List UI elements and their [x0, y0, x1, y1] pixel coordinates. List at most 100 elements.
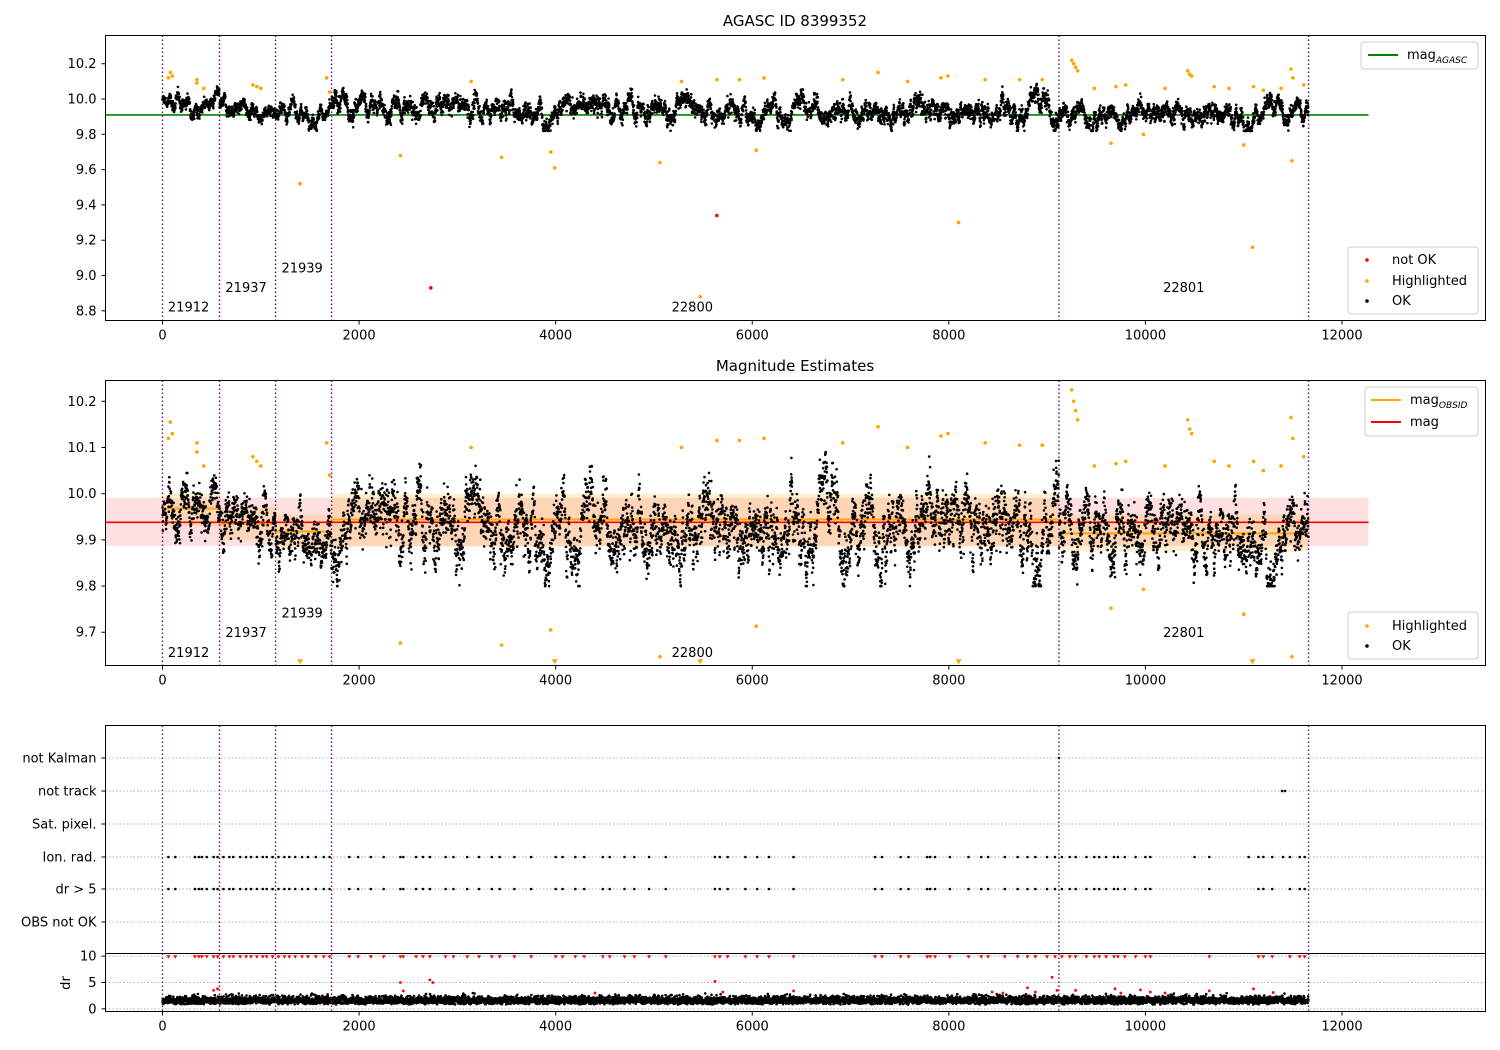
- p1-ok-point: [327, 110, 330, 114]
- p1-ok-point: [886, 122, 890, 126]
- p1-ok-point: [834, 116, 837, 120]
- p1-ok-point: [298, 116, 301, 119]
- p1-ok-point: [467, 108, 471, 112]
- p1-ok-point: [338, 110, 342, 113]
- p1-ok-point: [718, 110, 721, 113]
- p1-ok-point: [489, 121, 492, 125]
- p1-ok-point: [875, 102, 878, 105]
- p1-ok-point: [456, 93, 460, 97]
- p1-ok-point: [504, 113, 508, 117]
- p1-ok-point: [351, 126, 355, 129]
- p1-ok-point: [556, 122, 560, 125]
- p1-ok-point: [395, 107, 399, 110]
- p1-ok-point: [306, 113, 310, 116]
- p1-ok-point: [180, 108, 184, 112]
- p1-ok-point: [498, 104, 501, 108]
- p1-ok-point: [178, 95, 181, 99]
- p1-ok-point: [1031, 99, 1035, 103]
- p1-ok-point: [1002, 101, 1005, 104]
- p1-ok-point: [949, 108, 953, 111]
- p1-ok-point: [833, 103, 836, 106]
- p1-ok-point: [632, 104, 636, 107]
- p1-ok-point: [441, 111, 445, 114]
- p1-ok-point: [372, 111, 376, 115]
- p1-ok-point: [807, 100, 811, 104]
- p1-ok-point: [253, 115, 256, 118]
- p1-ok-point: [1033, 95, 1036, 99]
- p1-ok-point: [959, 104, 963, 107]
- p1-ok-point: [651, 99, 654, 103]
- p1-ok-point: [565, 109, 568, 113]
- p1-ok-point: [255, 110, 259, 113]
- p1-ok-point: [188, 101, 192, 105]
- p1-ok-point: [773, 91, 777, 94]
- p1-ok-point: [657, 95, 660, 98]
- p1-ok-point: [693, 116, 697, 119]
- p1-ok-point: [855, 112, 859, 115]
- p1-ok-point: [307, 117, 310, 121]
- p1-ok-point: [600, 115, 604, 119]
- p1-ok-point: [662, 113, 665, 117]
- p1-ok-point: [575, 111, 579, 115]
- p1-ok-point: [292, 98, 295, 101]
- p1-ok-point: [898, 101, 901, 105]
- p1-ok-point: [898, 98, 902, 101]
- p1-ok-point: [784, 113, 787, 116]
- p1-ok-point: [339, 107, 342, 110]
- p1-ok-point: [356, 105, 360, 109]
- p1-ok-point: [892, 106, 896, 109]
- p1-ok-point: [806, 115, 810, 119]
- p1-ok-point: [841, 97, 845, 101]
- p1-ok-point: [440, 113, 444, 117]
- p1-ok-point: [251, 103, 255, 106]
- p1-ok-point: [777, 119, 780, 122]
- p1-ok-point: [726, 103, 730, 106]
- p1-ok-point: [753, 108, 757, 112]
- p1-ok-point: [314, 126, 318, 129]
- p1-ok-point: [918, 90, 922, 94]
- p1-ok-point: [995, 103, 998, 107]
- p1-ok-point: [907, 121, 910, 124]
- p1-ok-point: [482, 111, 486, 114]
- p1-ok-point: [335, 99, 339, 103]
- p1-ok-point: [914, 92, 917, 95]
- p1-ok-point: [472, 114, 475, 117]
- p1-ok-point: [303, 116, 306, 120]
- p1-ok-point: [352, 111, 355, 115]
- p1-ok-point: [1028, 104, 1031, 107]
- p1-ok-point: [164, 97, 167, 100]
- p1-ok-point: [200, 111, 204, 114]
- p1-ok-point: [288, 111, 291, 114]
- p1-ok-point: [740, 113, 744, 117]
- p1-ok-point: [939, 117, 943, 120]
- p1-ok-point: [264, 106, 267, 109]
- p1-ok-point: [403, 99, 406, 102]
- p1-ok-point: [305, 109, 309, 112]
- p1-ok-point: [944, 116, 947, 120]
- p1-ok-point: [635, 116, 639, 120]
- p1-ok-point: [447, 94, 450, 97]
- p1-ok-point: [903, 117, 906, 121]
- p1-ok-point: [898, 104, 901, 108]
- p1-ok-point: [990, 123, 993, 127]
- p1-ok-point: [1020, 104, 1023, 107]
- p1-ok-point: [925, 116, 928, 120]
- p1-ok-point: [700, 118, 703, 121]
- p1-ok-point: [411, 100, 415, 104]
- p1-ok-point: [1014, 114, 1018, 117]
- p1-ok-point: [335, 95, 338, 98]
- p1-ok-point: [333, 101, 337, 105]
- p1-ok-point: [1040, 106, 1044, 110]
- p1-ok-point: [383, 103, 386, 107]
- p1-ok-point: [196, 116, 199, 120]
- p1-ok-point: [1001, 93, 1005, 97]
- p1-ok-point: [198, 117, 201, 120]
- p1-ok-point: [447, 99, 451, 103]
- p1-ok-point: [481, 122, 485, 125]
- p1-ok-point: [944, 113, 947, 116]
- p1-ok-point: [998, 118, 1002, 122]
- p1-ok-point: [1007, 102, 1011, 105]
- p1-ok-point: [607, 97, 610, 100]
- p1-ok-point: [510, 88, 513, 91]
- p1-ok-point: [536, 112, 540, 115]
